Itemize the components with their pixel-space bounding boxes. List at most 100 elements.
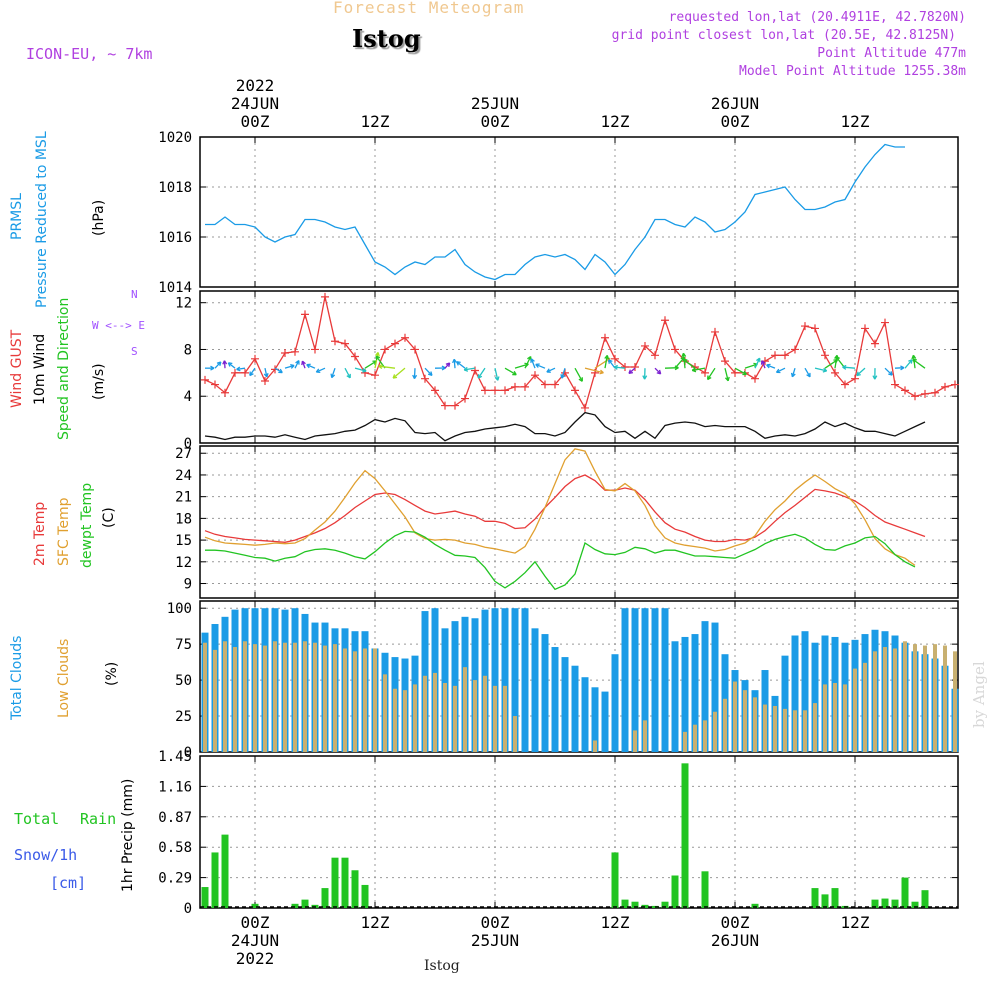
wind-arrow-head — [912, 358, 917, 364]
requested-coords: requested lon,lat (20.4911E, 42.7820N) — [668, 10, 966, 25]
gust-marker — [371, 371, 379, 380]
bar-low-clouds — [873, 651, 877, 752]
gust-marker — [511, 382, 519, 391]
bar-low-clouds — [903, 641, 907, 752]
bar-total-clouds — [581, 677, 589, 752]
gust-marker — [461, 394, 469, 403]
wind-arrow-head — [706, 375, 712, 381]
y-tick-label: 0.87 — [158, 810, 192, 826]
bar-precip — [631, 901, 639, 908]
bar-precip — [341, 857, 349, 908]
bar-total-clouds — [511, 608, 519, 752]
bar-low-clouds — [763, 704, 767, 752]
bar-low-clouds — [343, 648, 347, 752]
wind-arrow-head — [842, 364, 847, 370]
bar-low-clouds — [423, 675, 427, 752]
y-tick-label: 100 — [167, 601, 192, 617]
gust-marker — [791, 345, 799, 354]
wind-label-unit: (m/s) — [91, 363, 107, 400]
gust-marker — [551, 380, 559, 389]
wind-arrow-head — [856, 371, 861, 377]
bar-low-clouds — [843, 684, 847, 752]
bar-low-clouds — [463, 667, 467, 752]
bar-total-clouds — [701, 621, 709, 752]
wind-arrow-head — [900, 365, 905, 371]
wind-arrow-head — [427, 371, 433, 376]
wind-direction-arrow — [524, 356, 532, 369]
wind-direction-arrow — [692, 367, 706, 372]
bar-precip — [201, 887, 209, 908]
y-tick-label: 1020 — [158, 130, 192, 146]
y-tick-label: 15 — [175, 533, 192, 549]
bar-low-clouds — [853, 668, 857, 752]
bar-low-clouds — [593, 740, 597, 752]
bar-low-clouds — [333, 644, 337, 752]
y-tick-label: 12 — [175, 296, 192, 312]
y-tick-label: 1018 — [158, 180, 192, 196]
bar-total-clouds — [541, 634, 549, 752]
wind-arrow-head — [375, 355, 381, 361]
bar-low-clouds — [933, 644, 937, 752]
top-time-label: 00Z — [241, 112, 270, 131]
gust-marker — [221, 388, 229, 397]
gust-marker — [721, 357, 729, 366]
grid-point-coords: grid point closest lon,lat (20.5E, 42.81… — [611, 28, 956, 43]
bar-total-clouds — [661, 608, 669, 752]
bar-low-clouds — [353, 651, 357, 752]
bar-precip — [901, 877, 909, 908]
model-label: ICON-EU, ~ 7km — [26, 45, 153, 63]
wind-arrow-head — [560, 374, 566, 379]
panel-precip — [199, 755, 959, 909]
wind-arrow-head — [911, 354, 917, 360]
wind-arrow-head — [790, 372, 796, 378]
wind-direction-arrow — [856, 367, 866, 377]
clouds-label-unit: (%) — [104, 661, 120, 686]
wind-arrow-head — [806, 372, 811, 378]
gust-marker — [851, 374, 859, 383]
gust-marker — [391, 339, 399, 348]
wind-arrow-head — [628, 369, 634, 375]
wind-direction-arrow — [344, 367, 351, 379]
wind-direction-arrow — [561, 367, 566, 379]
y-tick-label: 1.45 — [158, 749, 192, 765]
wind-arrow-head — [608, 359, 613, 364]
clouds-label-low: Low Clouds — [56, 638, 72, 718]
bar-low-clouds — [863, 662, 867, 752]
wind-arrow-head — [477, 374, 483, 379]
gust-marker — [481, 386, 489, 395]
wind-arrow-head — [546, 368, 551, 373]
wind-arrow-head — [535, 363, 540, 368]
gust-marker — [801, 322, 809, 331]
wind-arrow-head — [210, 365, 215, 371]
gust-marker — [281, 348, 289, 357]
wind-arrow-head — [412, 374, 418, 379]
wind-direction-arrow — [374, 352, 379, 369]
bottom-time-label: 12Z — [361, 913, 390, 932]
wind-direction-arrow — [530, 358, 536, 369]
bar-precip — [251, 903, 259, 908]
wind-arrow-head — [452, 358, 457, 364]
wind-arrow-head — [216, 361, 222, 366]
bar-low-clouds — [913, 644, 917, 752]
bar-low-clouds — [733, 681, 737, 752]
compass-south: S — [131, 345, 138, 358]
wind-direction-arrow — [884, 367, 893, 376]
bar-precip — [291, 903, 299, 908]
footer-location: Istog — [424, 958, 460, 974]
gust-marker — [521, 382, 529, 391]
wind-arrow-head — [760, 360, 766, 365]
wind-direction-arrow — [284, 364, 295, 369]
wind-arrow-head — [378, 364, 383, 370]
wind-arrow-head — [766, 363, 771, 369]
bar-low-clouds — [473, 680, 477, 752]
bar-low-clouds — [413, 684, 417, 752]
series-line-2m-temp — [204, 474, 926, 543]
bar-precip — [871, 899, 879, 908]
bar-low-clouds — [323, 645, 327, 752]
bar-total-clouds — [711, 622, 719, 752]
gust-marker — [241, 368, 249, 377]
bar-precip — [321, 888, 329, 908]
wind-direction-arrow — [814, 367, 827, 372]
wind-direction-arrow — [754, 357, 761, 369]
gust-marker — [901, 386, 909, 395]
